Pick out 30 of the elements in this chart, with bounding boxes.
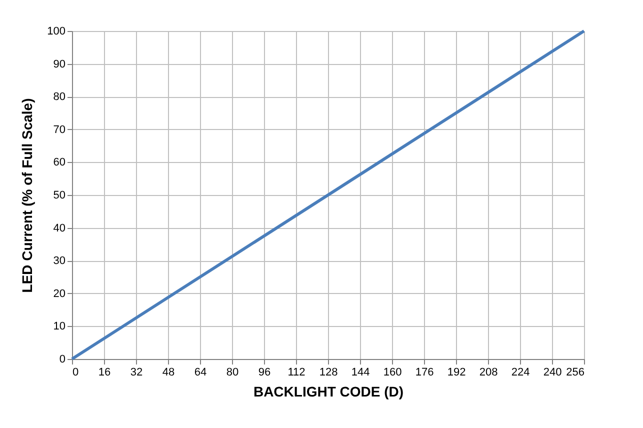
y-axis-title: LED Current (% of Full Scale) — [19, 98, 36, 293]
x-tick-label: 192 — [447, 366, 466, 378]
x-tick-label: 256 — [566, 366, 584, 378]
x-tick-label: 32 — [130, 366, 143, 378]
x-tick-label: 240 — [543, 366, 562, 378]
y-tick-label: 20 — [53, 288, 66, 300]
y-tick-label: 70 — [53, 124, 66, 136]
x-tick-label: 176 — [415, 366, 434, 378]
x-tick-label: 144 — [351, 366, 370, 378]
y-tick-label: 30 — [53, 255, 66, 268]
x-tick-label: 112 — [288, 366, 306, 378]
x-tick-label: 96 — [258, 366, 271, 378]
y-tick-label: 60 — [53, 156, 66, 169]
x-axis-title: BACKLIGHT CODE (D) — [253, 384, 404, 400]
x-tick-label: 48 — [162, 366, 175, 378]
x-tick-label: 16 — [98, 366, 111, 378]
x-tick-label: 80 — [226, 366, 239, 378]
y-tick-label: 10 — [53, 320, 66, 333]
y-tick-label: 40 — [53, 222, 66, 234]
x-tick-label: 0 — [72, 366, 79, 378]
y-tick-label: 90 — [53, 58, 66, 70]
x-tick-label: 160 — [383, 366, 402, 378]
y-tick-label: 0 — [59, 354, 66, 366]
y-tick-label: 100 — [47, 26, 66, 38]
x-tick-label: 224 — [511, 366, 530, 378]
y-tick-label: 80 — [53, 91, 66, 104]
x-tick-label: 64 — [194, 366, 207, 378]
y-tick-label: 50 — [53, 190, 66, 202]
x-tick-label: 208 — [479, 366, 498, 378]
x-tick-label: 128 — [319, 366, 338, 378]
